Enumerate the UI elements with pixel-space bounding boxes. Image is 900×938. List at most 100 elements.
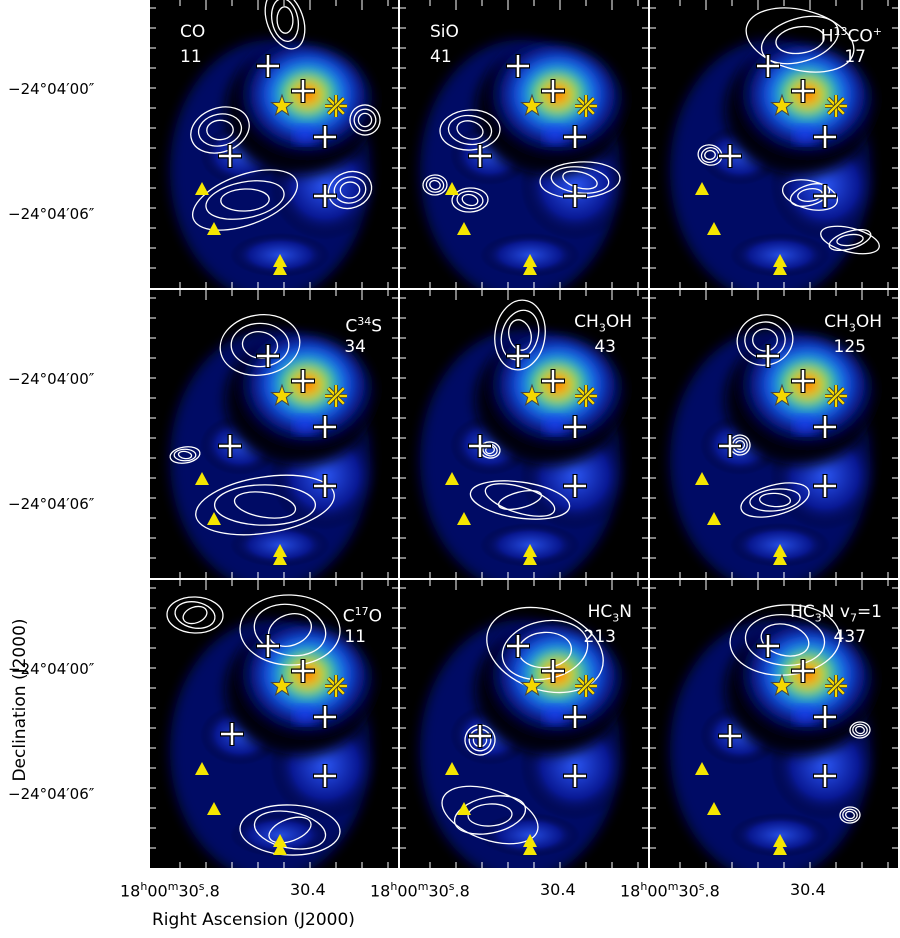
panel-map: [650, 580, 898, 868]
source-markers: [445, 344, 597, 565]
line-contours: [190, 0, 381, 231]
triangle-marker: [445, 762, 459, 775]
cross-marker: [220, 722, 244, 746]
panel-5: CH3OH 43: [399, 289, 649, 579]
asterisk-marker: [825, 95, 847, 117]
molecule-label: H13CO+: [820, 25, 882, 47]
source-markers: [445, 54, 597, 275]
star-marker: [270, 673, 294, 697]
y-tick-label: −24°04′06″: [8, 785, 95, 803]
contour-level-label: 17: [844, 47, 866, 67]
line-contours: [469, 299, 571, 520]
panel-ticks: [400, 580, 648, 868]
y-tick-label: −24°04′00″: [8, 370, 95, 388]
triangle-marker: [195, 762, 209, 775]
x-tick-label: 30.4: [290, 880, 326, 899]
y-axis-label: Declination (J2000): [10, 618, 30, 782]
panel-map: [400, 580, 648, 868]
source-markers: [445, 634, 597, 855]
triangle-marker: [773, 834, 787, 847]
y-tick-label: −24°04′00″: [8, 80, 95, 98]
cross-marker: [791, 369, 815, 393]
cross-marker: [506, 344, 530, 368]
source-markers: [695, 634, 847, 855]
triangle-marker: [273, 262, 287, 275]
cross-marker: [813, 415, 837, 439]
cross-marker: [563, 184, 587, 208]
panel-ticks: [400, 290, 648, 578]
cross-marker: [313, 125, 337, 149]
triangle-marker: [773, 544, 787, 557]
source-markers: [195, 54, 347, 275]
x-tick-label: 30.4: [790, 880, 826, 899]
star-marker: [520, 383, 544, 407]
cross-marker: [756, 54, 780, 78]
triangle-marker: [773, 552, 787, 565]
asterisk-marker: [325, 675, 347, 697]
cross-marker: [291, 659, 315, 683]
x-tick-label: 18h00m30s.8: [120, 880, 220, 901]
triangle-marker: [273, 842, 287, 855]
molecule-label: C34S: [345, 315, 382, 337]
molecule-label: CH3OH: [824, 312, 882, 335]
asterisk-marker: [825, 385, 847, 407]
triangle-marker: [523, 834, 537, 847]
y-tick-label: −24°04′06″: [8, 205, 95, 223]
panel-ticks: [150, 580, 398, 868]
cross-marker: [563, 415, 587, 439]
triangle-marker: [207, 222, 221, 235]
x-tick-label: 18h00m30s.8: [620, 880, 720, 901]
panel-map: [400, 0, 648, 288]
contour-level-label: 125: [833, 337, 866, 357]
star-marker: [770, 93, 794, 117]
cross-marker: [541, 369, 565, 393]
triangle-marker: [207, 802, 221, 815]
cross-marker: [506, 54, 530, 78]
panel-map: [150, 290, 398, 578]
triangle-marker: [695, 762, 709, 775]
molecule-label: HC3N: [587, 602, 632, 625]
y-tick-label: −24°04′00″: [8, 660, 95, 678]
x-axis-label: Right Ascension (J2000): [152, 910, 355, 930]
triangle-marker: [707, 512, 721, 525]
cross-marker: [563, 764, 587, 788]
triangle-marker: [773, 842, 787, 855]
triangle-marker: [195, 472, 209, 485]
triangle-marker: [773, 254, 787, 267]
molecule-label: HC3N v7=1: [790, 602, 882, 625]
cross-marker: [313, 184, 337, 208]
molecule-label: SiO: [430, 22, 459, 42]
panel-ticks: [650, 0, 898, 288]
cross-marker: [468, 144, 492, 168]
cross-marker: [218, 144, 242, 168]
cross-marker: [468, 724, 492, 748]
panel-8: HC3N 213: [399, 579, 649, 869]
triangle-marker: [457, 802, 471, 815]
cross-marker: [813, 764, 837, 788]
panel-map: [650, 0, 898, 288]
triangle-marker: [523, 552, 537, 565]
panel-map: [400, 290, 648, 578]
cross-marker: [563, 474, 587, 498]
cross-marker: [256, 54, 280, 78]
star-marker: [520, 673, 544, 697]
asterisk-marker: [825, 675, 847, 697]
molecule-label: CO: [180, 22, 206, 42]
source-markers: [195, 634, 347, 855]
asterisk-marker: [325, 95, 347, 117]
panel-3: H13CO+ 17: [649, 0, 899, 289]
triangle-marker: [773, 262, 787, 275]
triangle-marker: [273, 254, 287, 267]
panel-map: [150, 580, 398, 868]
panel-2: SiO 41: [399, 0, 649, 289]
triangle-marker: [707, 222, 721, 235]
cross-marker: [313, 474, 337, 498]
triangle-marker: [457, 222, 471, 235]
cross-marker: [756, 634, 780, 658]
cross-marker: [756, 344, 780, 368]
cross-marker: [718, 144, 742, 168]
panel-grid: CO 11 SiO 41 H13CO+ 17 C34S 34 CH3OH 43 CH3OH 125 C1…: [149, 0, 900, 870]
line-contours: [169, 314, 335, 536]
cross-marker: [791, 659, 815, 683]
contour-level-label: 43: [594, 337, 616, 357]
